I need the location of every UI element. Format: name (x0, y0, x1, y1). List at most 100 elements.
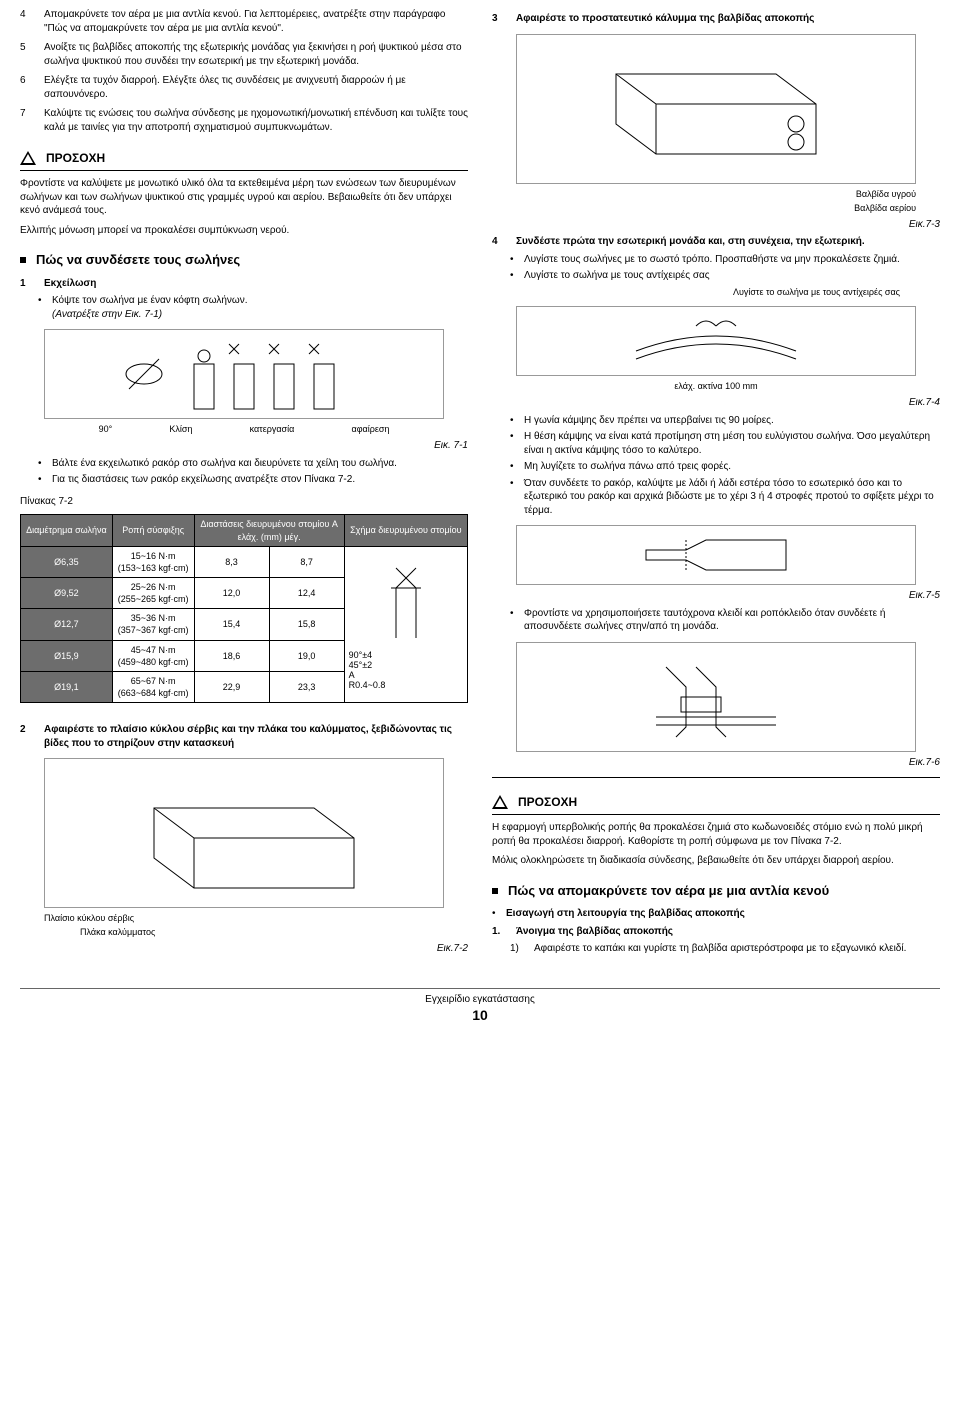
step-number: 1 (20, 277, 34, 291)
bullet: •Η γωνία κάμψης δεν πρέπει να υπερβαίνει… (510, 414, 940, 428)
item-number: 7 (20, 107, 34, 134)
bullet-text: Κόψτε τον σωλήνα με έναν κόφτη σωλήνων. (52, 295, 248, 306)
caution-title: ΠΡΟΣΟΧΗ (46, 150, 105, 166)
bullet-text: Βάλτε ένα εκχειλωτικό ρακόρ στο σωλήνα κ… (52, 457, 397, 471)
flare-shape-cell: 90°±4 45°±2 A R0.4~0.8 (344, 546, 467, 702)
table-caption: Πίνακας 7-2 (20, 495, 468, 509)
footer-title: Εγχειρίδιο εγκατάστασης (20, 993, 940, 1007)
step-title: Συνδέστε πρώτα την εσωτερική μονάδα και,… (516, 235, 865, 249)
section-heading: Πώς να συνδέσετε τους σωλήνες (20, 251, 468, 269)
figure-label: Εικ.7-3 (492, 218, 940, 232)
divider (492, 777, 940, 778)
col-header: Διαστάσεις διευρυμένου στομίου A ελάχ. (… (194, 515, 344, 546)
dot-icon: • (38, 294, 44, 321)
col-header: Σχήμα διευρυμένου στομίου (344, 515, 467, 546)
square-bullet-icon (492, 888, 498, 894)
item-text: Απομακρύνετε τον αέρα με μια αντλία κενο… (44, 8, 468, 35)
figure-annotations: Πλάκα καλύμματος (80, 926, 444, 938)
item-number: 6 (20, 74, 34, 101)
caution-body: Η εφαρμογή υπερβολικής ροπής θα προκαλέσ… (492, 821, 940, 848)
table-7-2: Διαμέτρημα σωλήνα Ροπή σύσφιξης Διαστάσε… (20, 514, 468, 703)
figure-label: Εικ.7-4 (492, 396, 940, 410)
valve-labels: Βαλβίδα αερίου (516, 202, 916, 214)
footer: Εγχειρίδιο εγκατάστασης 10 (20, 988, 940, 1025)
caution-title: ΠΡΟΣΟΧΗ (518, 794, 577, 810)
item-text: Ελέγξτε τα τυχόν διαρροή. Ελέγξτε όλες τ… (44, 74, 468, 101)
bullet: •Εισαγωγή στη λειτουργία της βαλβίδας απ… (492, 907, 940, 921)
step-number: 2 (20, 723, 34, 750)
pipe-cut-diagram (114, 334, 374, 414)
bend-diagram (616, 311, 816, 371)
figure-annotations: Πλαίσιο κύκλου σέρβις (44, 912, 444, 924)
wrench-diagram (626, 647, 806, 747)
step-number: 3 (492, 12, 506, 26)
warning-icon (20, 151, 36, 165)
valve-box-diagram (586, 44, 846, 174)
step: 2 Αφαιρέστε το πλαίσιο κύκλου σέρβις και… (20, 723, 468, 750)
bullet: •Μη λυγίζετε το σωλήνα πάνω από τρεις φο… (510, 460, 940, 474)
caution-body: Φροντίστε να καλύψετε με μονωτικό υλικό … (20, 177, 468, 218)
col-header: Ροπή σύσφιξης (112, 515, 194, 546)
bullet: •Λυγίστε τους σωλήνες με το σωστό τρόπο.… (510, 253, 940, 267)
list-item: 5 Ανοίξτε τις βαλβίδες αποκοπής της εξωτ… (20, 41, 468, 68)
step-title: Άνοιγμα της βαλβίδας αποκοπής (516, 925, 673, 939)
square-bullet-icon (20, 257, 26, 263)
col-header: Διαμέτρημα σωλήνα (21, 515, 113, 546)
bullet: •Όταν συνδέετε το ρακόρ, καλύψτε με λάδι… (510, 477, 940, 518)
item-text: Ανοίξτε τις βαλβίδες αποκοπής της εξωτερ… (44, 41, 468, 68)
substep: 1) Αφαιρέστε το καπάκι και γυρίστε τη βα… (510, 942, 940, 956)
step-number: 4 (492, 235, 506, 249)
caution-body: Μόλις ολοκληρώσετε τη διαδικασία σύνδεση… (492, 854, 940, 868)
section-title: Πώς να απομακρύνετε τον αέρα με μια αντλ… (508, 882, 829, 900)
flare-shape-diagram (376, 558, 436, 648)
bend-radius: ελάχ. ακτίνα 100 mm (492, 380, 940, 392)
figure-7-5 (516, 525, 916, 585)
dot-icon: • (38, 473, 44, 487)
bullet-ref: (Ανατρέξτε στην Εικ. 7-1) (52, 309, 162, 320)
cut-labels: 90° Κλίση κατεργασία αφαίρεση (70, 423, 418, 435)
caution-body: Ελλιπής μόνωση μπορεί να προκαλέσει συμπ… (20, 224, 468, 238)
figure-7-6 (516, 642, 916, 752)
item-text: Καλύψτε τις ενώσεις του σωλήνα σύνδεσης … (44, 107, 468, 134)
list-item: 6 Ελέγξτε τα τυχόν διαρροή. Ελέγξτε όλες… (20, 74, 468, 101)
figure-7-2 (44, 758, 444, 908)
substep-text: Αφαιρέστε το καπάκι και γυρίστε τη βαλβί… (534, 942, 906, 956)
warning-icon (492, 795, 508, 809)
bullet: •Φροντίστε να χρησιμοποιήσετε ταυτόχρονα… (510, 607, 940, 634)
figure-7-4 (516, 306, 916, 376)
flare-nut-diagram (626, 530, 806, 580)
table-row: Ø6,35 15~16 N·m (153~163 kgf·cm) 8,3 8,7… (21, 546, 468, 577)
bullet: • Βάλτε ένα εκχειλωτικό ρακόρ στο σωλήνα… (38, 457, 468, 471)
figure-label: Εικ.7-5 (492, 589, 940, 603)
bullet: • Για τις διαστάσεις των ρακόρ εκχείλωση… (38, 473, 468, 487)
caution-block: ΠΡΟΣΟΧΗ Φροντίστε να καλύψετε με μονωτικ… (20, 148, 468, 237)
bullet-text: Για τις διαστάσεις των ρακόρ εκχείλωσης … (52, 473, 355, 487)
bullet: • Κόψτε τον σωλήνα με έναν κόφτη σωλήνων… (38, 294, 468, 321)
step: 1. Άνοιγμα της βαλβίδας αποκοπής (492, 925, 940, 939)
list-item: 7 Καλύψτε τις ενώσεις του σωλήνα σύνδεση… (20, 107, 468, 134)
figure-7-3 (516, 34, 916, 184)
step: 1 Εκχείλωση (20, 277, 468, 291)
bend-caption: Λυγίστε το σωλήνα με τους αντίχειρές σας (492, 286, 900, 298)
figure-label: Εικ. 7-1 (20, 439, 468, 453)
figure-label: Εικ.7-2 (20, 942, 468, 956)
section-title: Πώς να συνδέσετε τους σωλήνες (36, 251, 240, 269)
valve-labels: Βαλβίδα υγρού (516, 188, 916, 200)
caution-block: ΠΡΟΣΟΧΗ Η εφαρμογή υπερβολικής ροπής θα … (492, 792, 940, 868)
substep-number: 1) (510, 942, 526, 956)
step-number: 1. (492, 925, 506, 939)
step-title: Εκχείλωση (44, 277, 96, 291)
step: 3 Αφαιρέστε το προστατευτικό κάλυμμα της… (492, 12, 940, 26)
section-heading: Πώς να απομακρύνετε τον αέρα με μια αντλ… (492, 882, 940, 900)
item-number: 4 (20, 8, 34, 35)
bullet: •Η θέση κάμψης να είναι κατά προτίμηση σ… (510, 430, 940, 457)
step: 4 Συνδέστε πρώτα την εσωτερική μονάδα κα… (492, 235, 940, 249)
item-number: 5 (20, 41, 34, 68)
step-title: Αφαιρέστε το προστατευτικό κάλυμμα της β… (516, 12, 814, 26)
figure-7-1 (44, 329, 444, 419)
page-number: 10 (20, 1006, 940, 1025)
bullet: •Λυγίστε το σωλήνα με τους αντίχειρές σα… (510, 269, 940, 283)
figure-label: Εικ.7-6 (492, 756, 940, 770)
unit-box-diagram (114, 768, 374, 898)
list-item: 4 Απομακρύνετε τον αέρα με μια αντλία κε… (20, 8, 468, 35)
